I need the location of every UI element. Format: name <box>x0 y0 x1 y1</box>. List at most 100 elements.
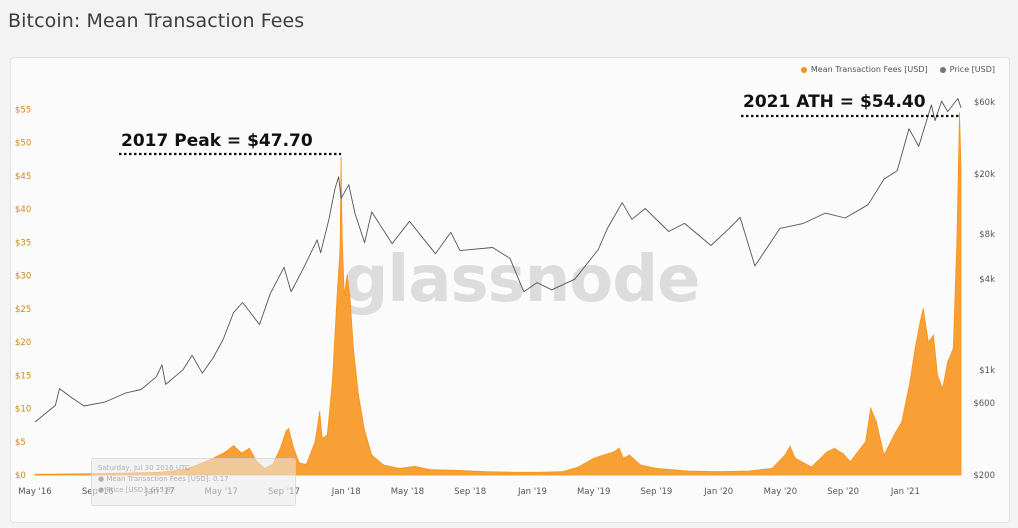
fees-point <box>628 454 631 456</box>
legend-item-fees[interactable]: Mean Transaction Fees [USD] <box>800 65 928 74</box>
fees-point <box>577 466 580 468</box>
tooltip-fees: ● Mean Transaction Fees [USD]: 0.17 <box>98 475 229 483</box>
fees-point <box>321 437 323 439</box>
chart-card: glassnode $0 $5 $10 $15 $20 $25 $30 $35 $40 $45 $50… <box>10 57 1010 523</box>
fees-point <box>346 274 348 277</box>
fees-point <box>285 430 287 432</box>
fees-point <box>686 470 689 472</box>
y-left-tick-label: $20 <box>15 338 31 348</box>
legend-fees-dot-icon <box>800 66 807 73</box>
x-tick-label: Jan '19 <box>517 487 547 497</box>
fees-point <box>241 452 243 454</box>
chart-svg[interactable]: glassnode $0 $5 $10 $15 $20 $25 $30 $35 $40 $45 $50… <box>11 58 1009 522</box>
chart-legend: Mean Transaction Fees [USD] Price [USD] <box>800 65 995 74</box>
fees-point <box>718 471 720 473</box>
fees-point <box>748 470 750 472</box>
x-tick-label: May '16 <box>18 487 51 497</box>
fees-point <box>314 441 316 443</box>
y-right-tick-label: $1k <box>979 366 995 376</box>
fees-point <box>382 464 385 466</box>
x-tick-label: Jan '20 <box>703 487 733 497</box>
legend-fees-label: Mean Transaction Fees [USD] <box>810 65 928 74</box>
fees-point <box>947 361 949 363</box>
x-tick-label: Sep '19 <box>640 487 672 497</box>
fees-point <box>927 341 929 343</box>
y-left-tick-label: $5 <box>15 438 26 448</box>
fees-point <box>484 471 487 473</box>
watermark: glassnode <box>343 243 700 317</box>
y-left-tick-label: $35 <box>15 238 31 248</box>
fees-point <box>65 473 67 475</box>
fees-point <box>771 467 773 469</box>
fees-point <box>901 421 903 423</box>
fees-point <box>893 434 895 436</box>
fees-point <box>429 469 431 471</box>
fees-point <box>340 157 342 159</box>
fees-point <box>958 112 961 114</box>
fees-point <box>613 451 615 453</box>
fees-point <box>349 294 351 297</box>
fees-point <box>784 454 786 456</box>
fees-point <box>293 447 295 449</box>
fees-point <box>865 441 867 443</box>
y-right-tick-label: $8k <box>979 230 995 240</box>
annotation-2017-peak: 2017 Peak = $47.70 <box>121 131 313 151</box>
y-right-tick-label: $20k <box>974 170 995 180</box>
fees-point <box>794 457 796 459</box>
fees-point <box>34 473 36 475</box>
legend-item-price[interactable]: Price [USD] <box>939 65 995 74</box>
fees-point <box>952 348 954 350</box>
fees-point <box>326 434 328 436</box>
fees-point <box>539 471 541 473</box>
fees-point <box>279 447 281 449</box>
y-left-tick-label: $40 <box>15 205 31 215</box>
y-right-tick-label: $600 <box>973 399 995 409</box>
fees-point <box>341 235 343 237</box>
fees-point <box>789 445 791 447</box>
y-left-tick-label: $25 <box>15 305 31 315</box>
fees-point <box>352 348 354 350</box>
annotation-2021-ath: 2021 ATH = $54.40 <box>743 92 926 112</box>
fees-point <box>298 462 300 464</box>
fees-point <box>453 469 455 471</box>
fees-point <box>336 288 339 290</box>
fees-point <box>870 407 872 410</box>
fees-point <box>363 427 365 430</box>
x-tick-label: May '20 <box>764 487 797 497</box>
fees-point <box>371 454 373 456</box>
fees-point <box>343 294 345 297</box>
fees-point <box>225 451 227 453</box>
tooltip: Saturday, Jul 30 2016 UTC ● Mean Transac… <box>91 458 296 506</box>
fees-point <box>922 308 924 310</box>
fees-point <box>883 454 885 456</box>
fees-point <box>826 451 828 453</box>
legend-price-dot-icon <box>939 66 946 73</box>
fees-point <box>232 445 235 447</box>
fees-point <box>618 447 620 449</box>
y-left-tick-label: $0 <box>15 471 26 481</box>
fees-point <box>849 461 851 463</box>
fees-point <box>914 348 916 350</box>
fees-point <box>960 168 962 170</box>
fees-point <box>909 381 911 383</box>
fees-point <box>655 467 658 469</box>
fees-point <box>305 463 307 465</box>
fees-point <box>319 411 321 413</box>
y-right-tick-label: $60k <box>974 98 995 108</box>
legend-price-label: Price [USD] <box>949 65 995 74</box>
fees-point <box>561 471 564 473</box>
y-left-tick-label: $30 <box>15 272 31 282</box>
fees-point <box>942 388 944 390</box>
fees-point <box>248 447 250 449</box>
fees-point <box>810 466 813 468</box>
fees-point <box>339 248 341 250</box>
fees-point <box>331 381 333 383</box>
x-tick-label: Jan '21 <box>890 487 920 497</box>
fees-point <box>398 467 400 469</box>
y-left-tick-label: $10 <box>15 405 31 415</box>
y-left-tick-label: $45 <box>15 172 31 182</box>
fees-point <box>593 457 595 459</box>
y-right-tick-label: $200 <box>973 471 995 481</box>
x-tick-label: May '19 <box>577 487 610 497</box>
y-left-tick-label: $55 <box>15 105 31 115</box>
